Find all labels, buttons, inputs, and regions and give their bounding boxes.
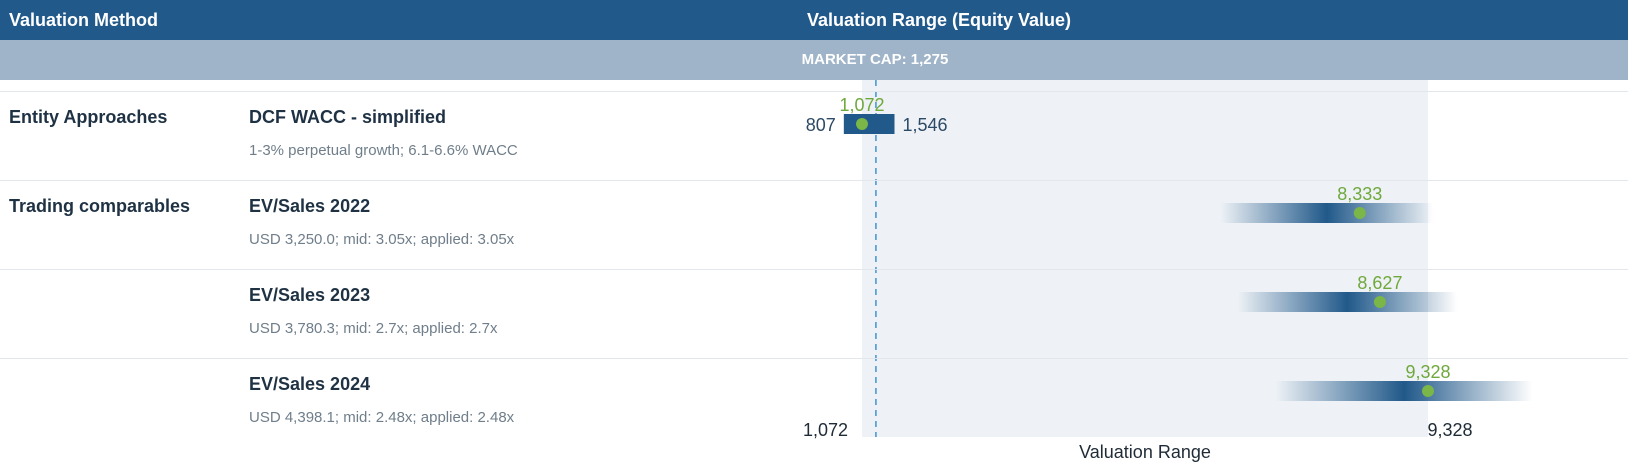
method-name: EV/Sales 2023 xyxy=(249,285,371,305)
midpoint-marker xyxy=(1422,385,1434,397)
row-divider xyxy=(0,180,1628,181)
group-label: Trading comparables xyxy=(9,196,191,216)
row-divider xyxy=(0,358,1628,359)
midpoint-marker xyxy=(1353,207,1366,219)
header-valuation-range: Valuation Range (Equity Value) xyxy=(807,10,1072,30)
midpoint-marker xyxy=(856,118,868,130)
method-name: EV/Sales 2022 xyxy=(249,196,371,216)
market-cap-bar: MARKET CAP: 1,275 xyxy=(0,40,1628,80)
group-label: Entity Approaches xyxy=(9,107,168,127)
valuation-range-band xyxy=(862,80,1428,437)
table-header: Valuation Method Valuation Range (Equity… xyxy=(0,0,1628,40)
midpoint-label: 8,333 xyxy=(1337,184,1382,204)
range-high-label: 1,546 xyxy=(902,115,947,135)
midpoint-label: 9,328 xyxy=(1405,362,1450,382)
method-detail: 1-3% perpetual growth; 6.1-6.6% WACC xyxy=(249,142,518,159)
midpoint-label: 1,072 xyxy=(839,95,884,115)
row-divider xyxy=(0,269,1628,270)
x-axis-label: Valuation Range xyxy=(1079,442,1211,462)
range-bar xyxy=(843,114,895,134)
range-low-label: 807 xyxy=(806,115,836,135)
method-detail: USD 3,780.3; mid: 2.7x; applied: 2.7x xyxy=(249,320,498,337)
range-bar xyxy=(1237,292,1457,312)
midpoint-marker xyxy=(1373,296,1386,308)
method-detail: USD 3,250.0; mid: 3.05x; applied: 3.05x xyxy=(249,231,515,248)
method-detail: USD 4,398.1; mid: 2.48x; applied: 2.48x xyxy=(249,409,515,426)
range-bar xyxy=(1220,203,1433,223)
axis-tick-label: 1,072 xyxy=(803,420,848,440)
row-divider xyxy=(0,91,1628,92)
market-cap-label: MARKET CAP: 1,275 xyxy=(801,51,949,68)
midpoint-label: 8,627 xyxy=(1357,273,1402,293)
header-valuation-method: Valuation Method xyxy=(9,10,159,30)
method-name: EV/Sales 2024 xyxy=(249,374,371,394)
axis-tick-label: 9,328 xyxy=(1427,420,1472,440)
method-name: DCF WACC - simplified xyxy=(249,107,446,127)
range-bar xyxy=(1275,381,1533,401)
